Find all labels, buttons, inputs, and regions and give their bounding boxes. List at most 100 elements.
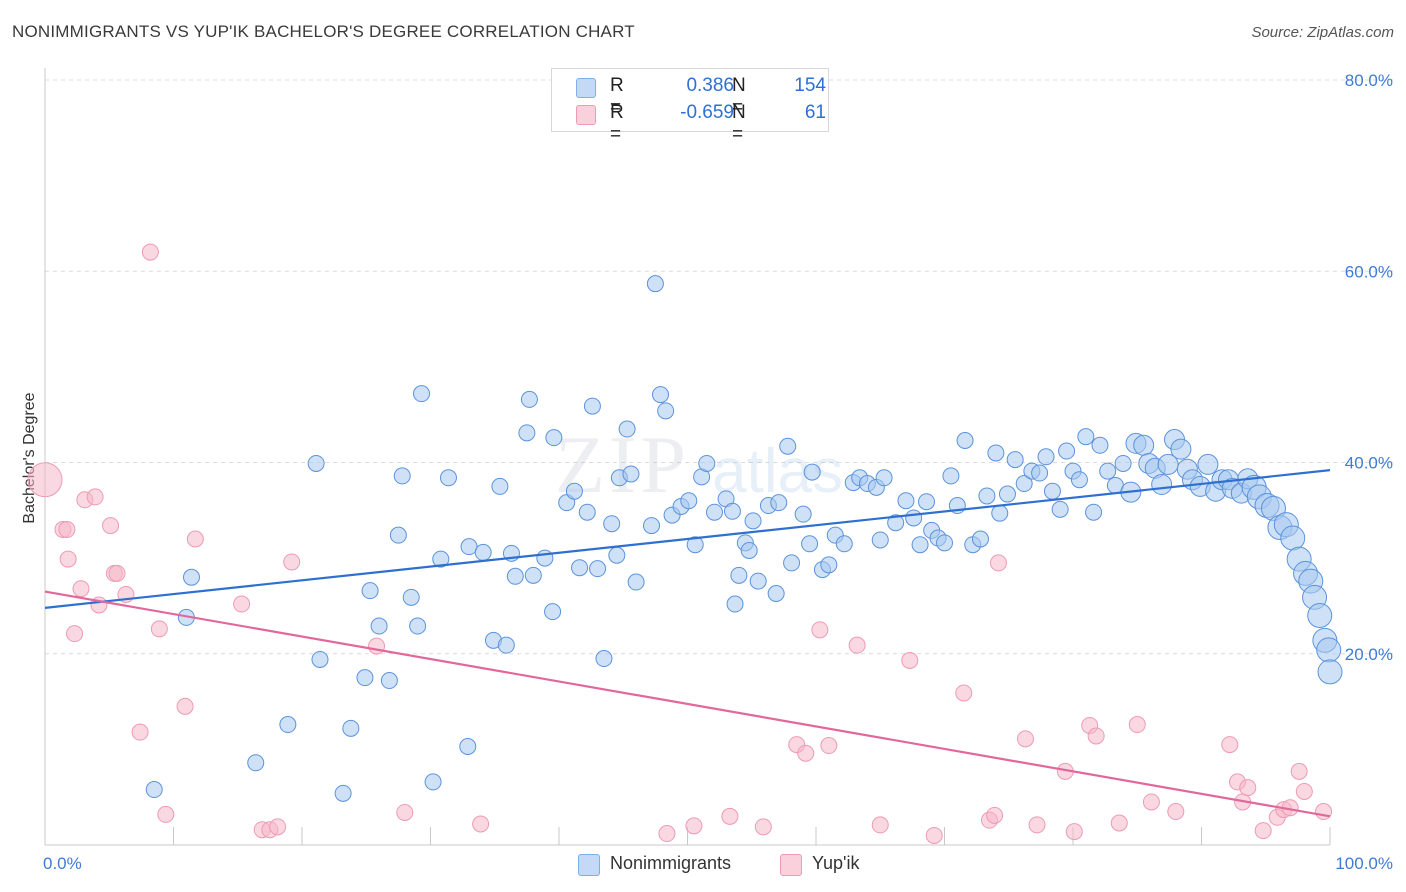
data-point-nonimmigrants: [871, 531, 889, 549]
data-point-yupik: [871, 816, 889, 834]
data-point-nonimmigrants: [1043, 482, 1061, 500]
data-point-nonimmigrants: [794, 505, 812, 523]
data-point-nonimmigrants: [544, 603, 562, 621]
data-point-nonimmigrants: [875, 469, 893, 487]
data-point-nonimmigrants: [744, 512, 762, 530]
data-point-nonimmigrants: [1015, 475, 1033, 493]
trend-line-yupik: [44, 590, 1331, 818]
legend-n-label: N =: [732, 75, 746, 118]
data-point-nonimmigrants: [1114, 454, 1132, 472]
data-point-nonimmigrants: [307, 454, 325, 472]
data-point-nonimmigrants: [545, 429, 563, 447]
data-point-nonimmigrants: [524, 566, 542, 584]
data-point-yupik: [86, 488, 104, 506]
data-point-nonimmigrants: [680, 492, 698, 510]
data-point-nonimmigrants: [370, 617, 388, 635]
data-point-nonimmigrants: [749, 572, 767, 590]
data-point-nonimmigrants: [783, 554, 801, 572]
data-point-nonimmigrants: [987, 444, 1005, 462]
y-tick-label: 60.0%: [1345, 262, 1393, 281]
data-point-nonimmigrants: [1099, 462, 1117, 480]
data-point-yupik: [269, 818, 287, 836]
trend-lines: [44, 469, 1331, 818]
data-point-nonimmigrants: [413, 385, 431, 403]
data-point-nonimmigrants: [820, 556, 838, 574]
legend-swatch-pink: [576, 105, 596, 125]
data-point-nonimmigrants: [380, 672, 398, 690]
data-point-nonimmigrants: [439, 469, 457, 487]
data-point-yupik: [141, 243, 159, 261]
trend-line-nonimmigrants: [44, 469, 1331, 609]
data-point-nonimmigrants: [936, 534, 953, 552]
data-point-nonimmigrants: [991, 504, 1009, 522]
data-point-yupik: [955, 684, 973, 702]
data-point-yupik: [1290, 762, 1308, 780]
x-tick-label: 100.0%: [1335, 854, 1393, 873]
data-point-yupik: [797, 744, 815, 762]
data-point-nonimmigrants: [657, 402, 675, 420]
data-point-nonimmigrants: [978, 487, 996, 505]
data-point-nonimmigrants: [942, 467, 960, 485]
nonimmigrants-points: [145, 275, 1343, 802]
data-point-nonimmigrants: [402, 588, 420, 606]
data-point-nonimmigrants: [1280, 525, 1306, 551]
data-point-yupik: [1254, 822, 1272, 840]
data-point-yupik: [811, 621, 829, 639]
data-point-nonimmigrants: [578, 503, 596, 521]
data-point-nonimmigrants: [897, 492, 915, 510]
x-tick-label: 0.0%: [43, 854, 82, 873]
data-point-nonimmigrants: [459, 738, 477, 756]
data-point-nonimmigrants: [432, 550, 450, 568]
data-point-yupik: [820, 737, 838, 755]
yupik-points: [27, 243, 1333, 844]
data-point-nonimmigrants: [491, 477, 509, 495]
legend-n-value: 61: [804, 102, 826, 123]
data-point-yupik: [472, 815, 490, 833]
data-point-yupik: [1221, 736, 1239, 754]
data-point-nonimmigrants: [1091, 436, 1109, 454]
series-legend: Nonimmigrants Yup'ik: [0, 852, 1406, 876]
data-point-nonimmigrants: [835, 535, 853, 553]
data-point-nonimmigrants: [583, 397, 601, 415]
data-point-yupik: [986, 806, 1004, 824]
data-point-yupik: [368, 637, 386, 655]
data-point-yupik: [901, 651, 919, 669]
data-point-yupik: [58, 520, 76, 538]
data-point-yupik: [989, 554, 1007, 572]
data-point-nonimmigrants: [1058, 442, 1076, 460]
data-point-nonimmigrants: [767, 585, 785, 603]
data-point-yupik: [848, 636, 866, 654]
data-point-nonimmigrants: [622, 465, 640, 483]
data-point-nonimmigrants: [334, 784, 352, 802]
source-credit: Source: ZipAtlas.com: [1251, 24, 1394, 41]
data-point-nonimmigrants: [779, 437, 797, 455]
data-point-nonimmigrants: [911, 536, 929, 554]
data-point-nonimmigrants: [730, 566, 748, 584]
data-point-nonimmigrants: [311, 650, 329, 668]
data-point-nonimmigrants: [918, 493, 936, 511]
data-point-nonimmigrants: [646, 275, 664, 293]
data-point-nonimmigrants: [643, 517, 661, 535]
data-point-yupik: [1028, 816, 1046, 834]
data-point-nonimmigrants: [474, 543, 492, 561]
data-point-yupik: [233, 595, 251, 613]
data-point-yupik: [157, 805, 175, 823]
data-point-yupik: [1016, 730, 1034, 748]
data-point-yupik: [1128, 716, 1146, 734]
data-point-nonimmigrants: [389, 526, 407, 544]
data-point-nonimmigrants: [518, 424, 536, 442]
data-point-yupik: [27, 462, 63, 498]
data-point-yupik: [72, 580, 90, 598]
data-point-nonimmigrants: [686, 536, 704, 554]
data-point-yupik: [658, 825, 676, 843]
data-point-nonimmigrants: [1006, 451, 1024, 469]
data-point-yupik: [1239, 779, 1257, 797]
data-point-nonimmigrants: [506, 567, 524, 585]
data-point-nonimmigrants: [998, 485, 1016, 503]
data-point-nonimmigrants: [497, 636, 515, 654]
data-point-nonimmigrants: [698, 454, 716, 472]
data-point-nonimmigrants: [1307, 603, 1333, 628]
data-point-nonimmigrants: [1151, 473, 1173, 495]
data-point-nonimmigrants: [1051, 500, 1069, 518]
